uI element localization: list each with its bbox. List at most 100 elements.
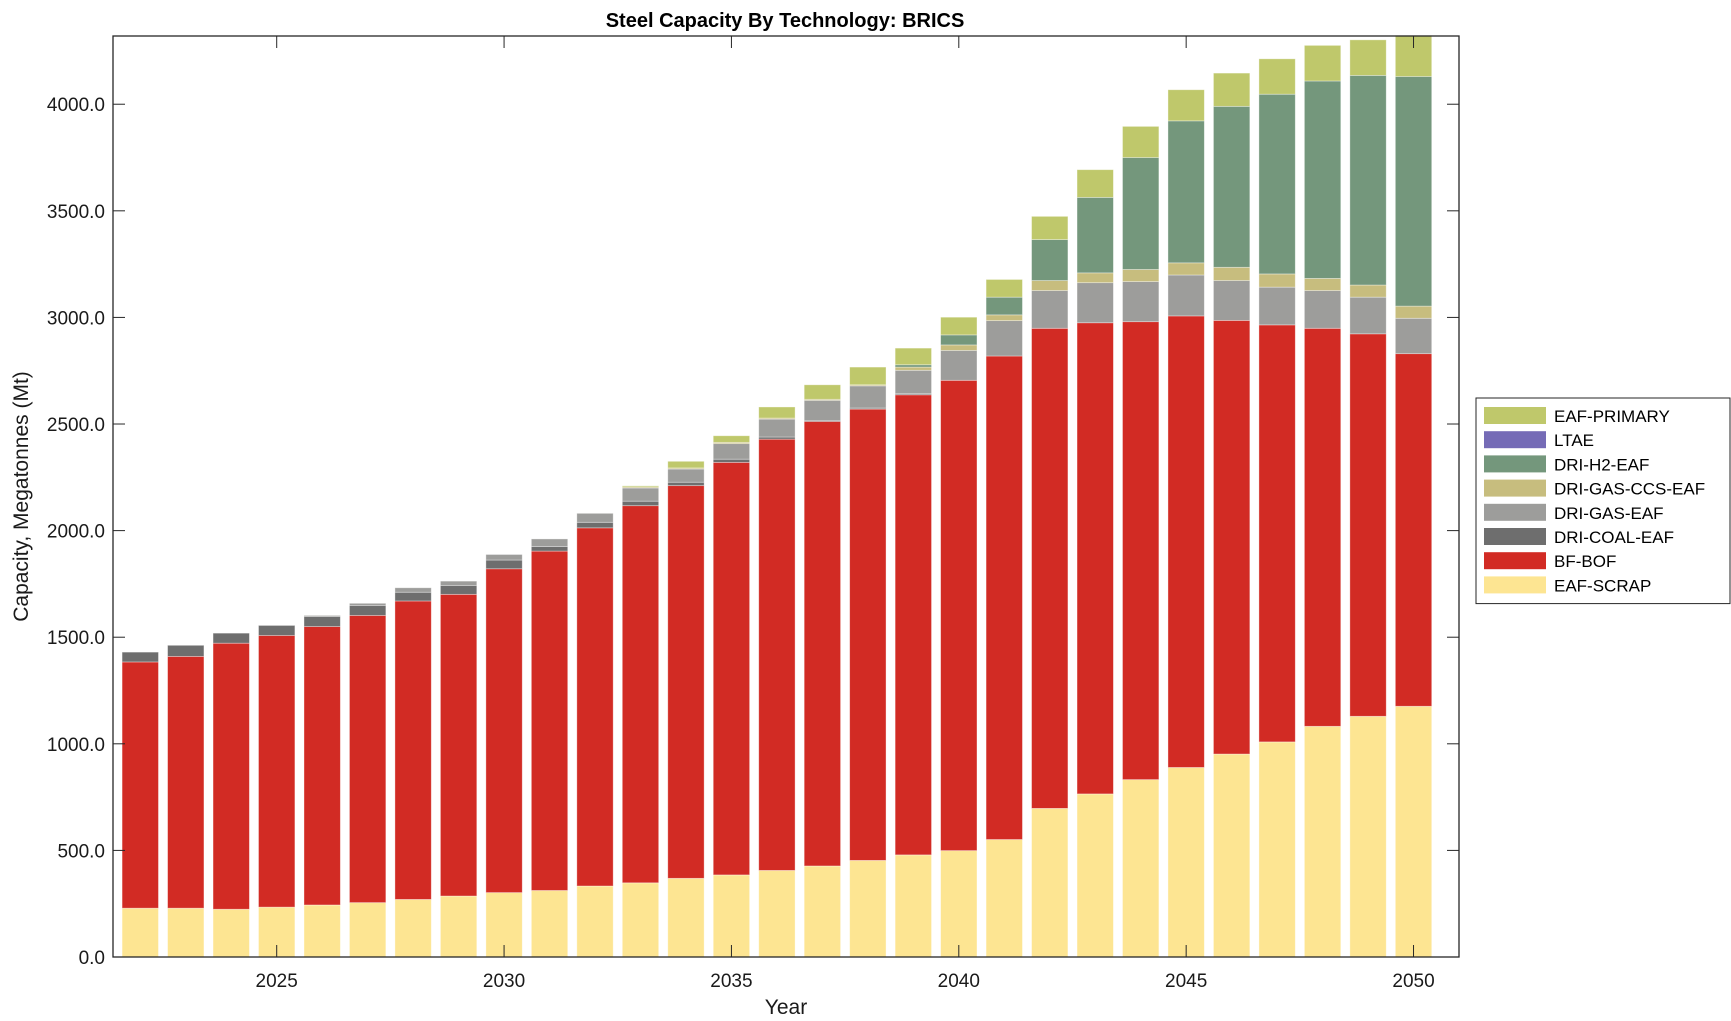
bar-segment-eaf-primary-2040 <box>940 316 978 336</box>
bar-segment-bf-bof-2038 <box>849 408 887 861</box>
bar-segment-eaf-primary-2043 <box>1076 169 1114 198</box>
bar-segment-eaf-scrap-2043 <box>1076 793 1114 958</box>
bar-segment-eaf-scrap-2049 <box>1349 715 1387 958</box>
bar-segment-eaf-scrap-2029 <box>440 895 478 958</box>
bar-segment-bf-bof-2044 <box>1122 321 1160 781</box>
bar-segment-eaf-primary-2042 <box>1031 215 1069 241</box>
bar-segment-eaf-primary-2039 <box>894 347 932 366</box>
y-tick-label: 2500.0 <box>47 415 105 436</box>
bar-segment-dri-gas-eaf-2042 <box>1031 290 1069 329</box>
bar-group-2049 <box>1349 39 1387 958</box>
x-tick-label: 2030 <box>483 971 525 992</box>
bar-segment-eaf-primary-2037 <box>803 384 841 400</box>
bar-segment-bf-bof-2034 <box>667 485 705 879</box>
bar-group-2047 <box>1258 58 1296 958</box>
bar-group-2032 <box>576 512 614 958</box>
bar-group-2030 <box>485 554 523 958</box>
x-axis-title: Year <box>765 996 807 1019</box>
bar-segment-dri-gas-ccs-eaf-2041 <box>985 314 1023 322</box>
bar-segment-dri-gas-ccs-eaf-2047 <box>1258 273 1296 288</box>
bar-segment-bf-bof-2040 <box>940 379 978 852</box>
bar-segment-eaf-scrap-2042 <box>1031 808 1069 958</box>
bar-segment-eaf-scrap-2048 <box>1303 725 1342 958</box>
legend-label: BF-BOF <box>1554 552 1616 571</box>
y-tick-label: 0.0 <box>79 948 105 969</box>
bar-segment-bf-bof-2039 <box>894 394 932 856</box>
bar-segment-eaf-primary-2049 <box>1349 39 1387 76</box>
bar-segment-dri-h2-eaf-2045 <box>1167 120 1205 264</box>
bar-segment-bf-bof-2024 <box>212 642 250 910</box>
legend-swatch <box>1484 528 1546 545</box>
bar-segment-eaf-scrap-2027 <box>349 902 387 958</box>
bar-segment-dri-gas-ccs-eaf-2046 <box>1213 266 1251 281</box>
bar-segment-dri-gas-ccs-eaf-2039 <box>894 366 932 371</box>
legend-label: DRI-COAL-EAF <box>1554 528 1674 547</box>
bar-segment-bf-bof-2028 <box>394 600 432 900</box>
chart-title: Steel Capacity By Technology: BRICS <box>606 10 965 32</box>
bar-segment-bf-bof-2030 <box>485 568 523 894</box>
bar-group-2044 <box>1122 125 1160 958</box>
y-tick-label: 1500.0 <box>47 628 105 649</box>
y-tick-label: 500.0 <box>57 841 105 862</box>
bar-segment-dri-coal-eaf-2030 <box>485 559 523 570</box>
bar-segment-dri-gas-eaf-2031 <box>530 538 569 548</box>
legend-item-ltae: LTAE <box>1484 431 1594 450</box>
bar-group-2037 <box>803 384 841 958</box>
bar-segment-dri-gas-ccs-eaf-2049 <box>1349 284 1387 298</box>
bar-segment-bf-bof-2041 <box>985 355 1023 840</box>
bar-segment-dri-gas-ccs-eaf-2043 <box>1076 272 1114 284</box>
bar-segment-dri-gas-eaf-2035 <box>712 443 751 460</box>
bar-segment-eaf-scrap-2039 <box>894 854 932 958</box>
bar-group-2042 <box>1031 215 1069 958</box>
legend-item-eaf-scrap: EAF-SCRAP <box>1484 576 1651 595</box>
bar-segment-dri-h2-eaf-2043 <box>1076 196 1114 274</box>
legend-swatch <box>1484 455 1546 473</box>
bar-segment-eaf-primary-2033 <box>621 485 660 488</box>
bar-group-2041 <box>985 279 1023 958</box>
bar-segment-dri-h2-eaf-2049 <box>1349 75 1387 286</box>
bar-segment-dri-coal-eaf-2024 <box>212 632 250 644</box>
bar-segment-bf-bof-2031 <box>530 550 569 891</box>
bar-segment-dri-h2-eaf-2047 <box>1258 93 1296 275</box>
bar-segment-dri-gas-eaf-2030 <box>485 554 523 561</box>
bar-segment-eaf-scrap-2040 <box>940 850 978 958</box>
bar-segment-dri-gas-eaf-2027 <box>349 602 387 606</box>
bar-group-2046 <box>1213 72 1251 958</box>
axes-frame <box>112 35 1460 958</box>
legend-swatch <box>1484 576 1546 594</box>
x-tick-label: 2035 <box>710 971 752 992</box>
bar-segment-eaf-scrap-2035 <box>712 874 751 958</box>
bar-segment-dri-gas-eaf-2049 <box>1349 296 1387 335</box>
bar-segment-eaf-scrap-2028 <box>394 899 432 958</box>
bar-segment-eaf-scrap-2037 <box>803 865 841 958</box>
bar-segment-dri-gas-eaf-2045 <box>1167 274 1205 317</box>
bar-segment-eaf-scrap-2038 <box>849 860 887 958</box>
bar-segment-dri-coal-eaf-2028 <box>394 591 432 602</box>
bar-segment-eaf-scrap-2023 <box>167 907 205 958</box>
bar-segment-bf-bof-2022 <box>121 661 159 909</box>
bar-segment-dri-gas-eaf-2048 <box>1303 290 1342 329</box>
bar-segment-bf-bof-2027 <box>349 615 387 904</box>
bar-segment-dri-gas-eaf-2038 <box>849 385 887 409</box>
bar-segment-eaf-scrap-2031 <box>530 890 569 958</box>
bar-segment-dri-coal-eaf-2032 <box>576 521 614 529</box>
bar-segment-bf-bof-2050 <box>1394 353 1433 707</box>
bar-segment-eaf-primary-2048 <box>1303 44 1342 82</box>
bar-segment-eaf-scrap-2046 <box>1213 753 1251 958</box>
bar-segment-bf-bof-2029 <box>440 593 478 897</box>
bar-group-2034 <box>667 460 705 958</box>
bar-segment-dri-gas-ccs-eaf-2050 <box>1394 305 1433 319</box>
bar-group-2050 <box>1394 34 1433 958</box>
bar-segment-dri-gas-eaf-2029 <box>440 580 478 586</box>
bar-segment-dri-coal-eaf-2034 <box>667 481 705 487</box>
bar-segment-eaf-primary-2046 <box>1213 72 1251 107</box>
bar-segment-bf-bof-2042 <box>1031 327 1069 809</box>
bar-group-2048 <box>1303 44 1342 958</box>
bar-segment-bf-bof-2047 <box>1258 324 1296 743</box>
bar-group-2022 <box>121 651 159 958</box>
bar-group-2036 <box>758 406 796 958</box>
bar-segment-eaf-primary-2038 <box>849 366 887 386</box>
bar-group-2031 <box>530 538 569 958</box>
bar-group-2038 <box>849 366 887 958</box>
legend-item-bf-bof: BF-BOF <box>1484 552 1616 571</box>
